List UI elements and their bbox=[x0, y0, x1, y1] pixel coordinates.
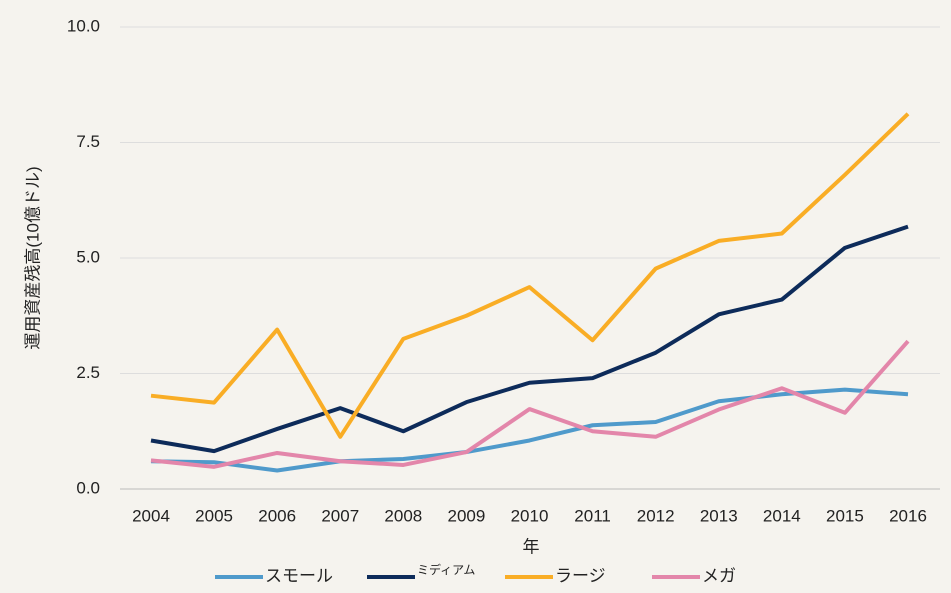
x-tick-label: 2013 bbox=[700, 506, 738, 525]
series-line bbox=[150, 224, 909, 454]
y-tick-label: 2.5 bbox=[76, 363, 100, 382]
x-tick-label: 2008 bbox=[384, 506, 422, 525]
y-axis-label: 運用資産残高(10億ドル) bbox=[23, 166, 42, 349]
x-tick-label: 2007 bbox=[321, 506, 359, 525]
series-line bbox=[150, 112, 910, 439]
x-tick-label: 2009 bbox=[448, 506, 486, 525]
y-tick-label: 0.0 bbox=[76, 478, 100, 497]
y-tick-label: 5.0 bbox=[76, 247, 100, 266]
x-tick-label: 2016 bbox=[889, 506, 927, 525]
y-tick-label: 7.5 bbox=[76, 132, 100, 151]
legend-label: ラージ bbox=[555, 566, 606, 585]
legend-label: ミディアム bbox=[417, 562, 475, 577]
x-tick-label: 2010 bbox=[511, 506, 549, 525]
x-tick-label: 2006 bbox=[258, 506, 296, 525]
series-line bbox=[150, 387, 909, 473]
legend-label: メガ bbox=[702, 566, 736, 585]
x-tick-label: 2012 bbox=[637, 506, 675, 525]
x-tick-label: 2014 bbox=[763, 506, 801, 525]
legend-label: スモール bbox=[265, 566, 333, 585]
x-tick-label: 2015 bbox=[826, 506, 864, 525]
x-axis-label: 年 bbox=[523, 537, 540, 556]
x-tick-label: 2011 bbox=[574, 506, 611, 525]
y-tick-label: 10.0 bbox=[67, 16, 100, 35]
series-line bbox=[150, 339, 910, 469]
x-tick-label: 2005 bbox=[195, 506, 233, 525]
x-tick-label: 2004 bbox=[132, 506, 170, 525]
